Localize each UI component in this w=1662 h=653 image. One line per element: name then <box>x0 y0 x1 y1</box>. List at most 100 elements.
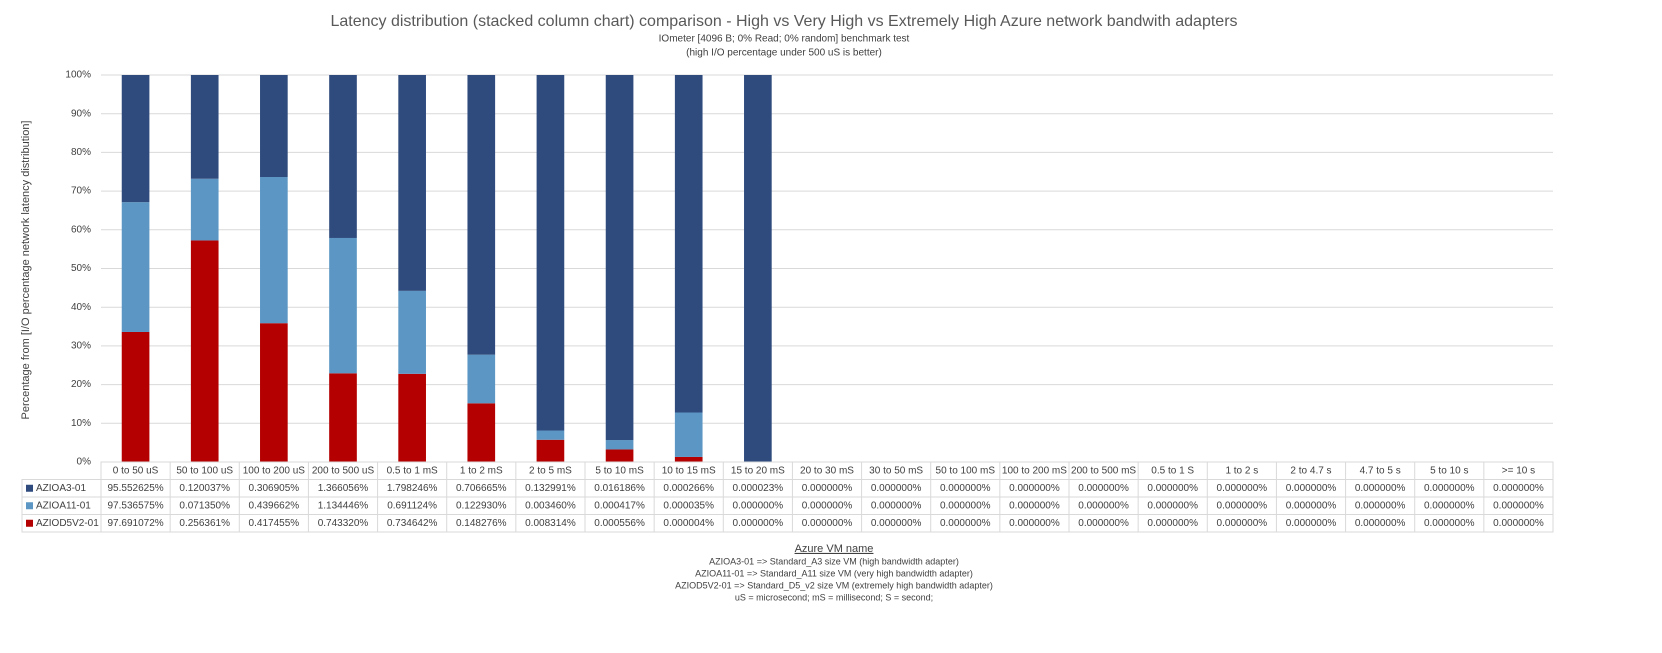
table-cell: 0.439662% <box>249 500 300 511</box>
x-tick-label: 1 to 2 mS <box>460 465 503 476</box>
table-cell: 0.000000% <box>940 500 991 511</box>
table-cell: 1.798246% <box>387 483 438 494</box>
bar-segment <box>674 412 703 457</box>
y-tick-label: 40% <box>71 302 91 313</box>
legend-label: AZIOD5V2-01 <box>36 518 99 529</box>
note: AZIOD5V2-01 => Standard_D5_v2 size VM (e… <box>675 580 993 590</box>
y-tick-label: 80% <box>71 147 91 158</box>
table-cell: 0.132991% <box>525 483 576 494</box>
table-cell: 0.000000% <box>1286 483 1337 494</box>
x-tick-label: 0.5 to 1 S <box>1151 465 1194 476</box>
table-cell: 0.000000% <box>1147 518 1198 529</box>
x-tick-label: 10 to 15 mS <box>662 465 716 476</box>
bar-segment <box>536 430 565 440</box>
bar-segment <box>605 75 634 441</box>
y-tick-label: 50% <box>71 263 91 274</box>
y-tick-label: 90% <box>71 108 91 119</box>
table-cell: 0.000000% <box>1078 518 1129 529</box>
table-cell: 0.000000% <box>802 483 853 494</box>
x-tick-label: 200 to 500 mS <box>1071 465 1136 476</box>
y-axis-label: Percentage from [I/O percentage network … <box>20 121 32 420</box>
table-cell: 1.366056% <box>318 483 369 494</box>
table-cell: 0.000000% <box>940 483 991 494</box>
x-tick-label: >= 10 s <box>1502 465 1535 476</box>
legend-key <box>26 484 33 492</box>
table-cell: 0.003460% <box>525 500 576 511</box>
bar-segment <box>467 403 496 462</box>
bar-segment <box>190 240 219 462</box>
bar-segment <box>398 373 426 462</box>
x-tick-label: 100 to 200 uS <box>243 465 306 476</box>
x-tick-label: 2 to 4.7 s <box>1290 465 1331 476</box>
table-cell: 0.000266% <box>663 483 714 494</box>
table-cell: 0.000035% <box>663 500 714 511</box>
bar-segment <box>467 354 496 404</box>
table-cell: 0.000000% <box>1355 500 1406 511</box>
table-cell: 0.120037% <box>179 483 230 494</box>
table-cell: 0.256361% <box>179 518 230 529</box>
note: AZIOA3-01 => Standard_A3 size VM (high b… <box>709 556 959 566</box>
table-cell: 0.016186% <box>594 483 645 494</box>
x-tick-label: 0 to 50 uS <box>113 465 159 476</box>
table-cell: 0.000000% <box>1286 500 1337 511</box>
table-cell: 0.000000% <box>1078 483 1129 494</box>
table-cell: 0.148276% <box>456 518 507 529</box>
table-cell: 0.306905% <box>249 483 300 494</box>
table-cell: 0.071350% <box>179 500 230 511</box>
table-cell: 97.536575% <box>107 500 163 511</box>
bar-segment <box>329 373 357 462</box>
bar-segment <box>398 75 426 291</box>
bar-segment <box>329 75 357 238</box>
y-tick-label: 60% <box>71 224 91 235</box>
table-cell: 0.000556% <box>594 518 645 529</box>
bar-segment <box>605 440 634 450</box>
bar-segment <box>467 75 496 355</box>
bar-segment <box>190 178 219 241</box>
x-tick-label: 2 to 5 mS <box>529 465 572 476</box>
bar-segment <box>744 75 772 462</box>
x-tick-label: 30 to 50 mS <box>869 465 923 476</box>
x-tick-label: 50 to 100 mS <box>936 465 996 476</box>
table-cell: 0.000023% <box>733 483 784 494</box>
table-cell: 0.000000% <box>1355 518 1406 529</box>
table-cell: 0.000000% <box>1424 500 1475 511</box>
bar-segment <box>260 177 288 324</box>
x-tick-label: 20 to 30 mS <box>800 465 854 476</box>
table-cell: 0.000000% <box>1009 518 1060 529</box>
x-tick-label: 15 to 20 mS <box>731 465 785 476</box>
y-tick-label: 20% <box>71 379 91 390</box>
table-cell: 0.000000% <box>1493 500 1544 511</box>
x-tick-label: 5 to 10 s <box>1430 465 1468 476</box>
table-cell: 0.000000% <box>1217 483 1268 494</box>
table-cell: 0.000000% <box>802 500 853 511</box>
table-cell: 95.552625% <box>107 483 163 494</box>
table-cell: 0.000000% <box>1217 500 1268 511</box>
bar-segment <box>536 75 565 431</box>
bar-segment <box>329 237 357 374</box>
table-cell: 0.000000% <box>733 518 784 529</box>
table-cell: 0.000000% <box>1009 500 1060 511</box>
x-axis-label: Azure VM name <box>795 543 874 555</box>
x-tick-label: 1 to 2 s <box>1225 465 1258 476</box>
table-cell: 97.691072% <box>107 518 163 529</box>
table-cell: 0.734642% <box>387 518 438 529</box>
x-tick-label: 0.5 to 1 mS <box>387 465 438 476</box>
table-cell: 0.743320% <box>318 518 369 529</box>
x-tick-label: 50 to 100 uS <box>176 465 233 476</box>
table-cell: 0.000000% <box>1493 518 1544 529</box>
table-cell: 0.000000% <box>1147 483 1198 494</box>
x-tick-label: 100 to 200 mS <box>1002 465 1067 476</box>
chart-subtitle: (high I/O percentage under 500 uS is bet… <box>686 48 882 59</box>
legend-label: AZIOA11-01 <box>36 500 91 511</box>
legend-key <box>26 502 33 510</box>
table-cell: 0.000000% <box>940 518 991 529</box>
table-cell: 0.000000% <box>1424 518 1475 529</box>
table-cell: 0.000000% <box>1286 518 1337 529</box>
table-cell: 0.000417% <box>594 500 645 511</box>
y-tick-label: 10% <box>71 418 91 429</box>
table-cell: 0.000000% <box>802 518 853 529</box>
table-cell: 0.000000% <box>1009 483 1060 494</box>
legend-key <box>26 519 33 527</box>
chart-title: Latency distribution (stacked column cha… <box>330 13 1237 30</box>
table-cell: 0.706665% <box>456 483 507 494</box>
